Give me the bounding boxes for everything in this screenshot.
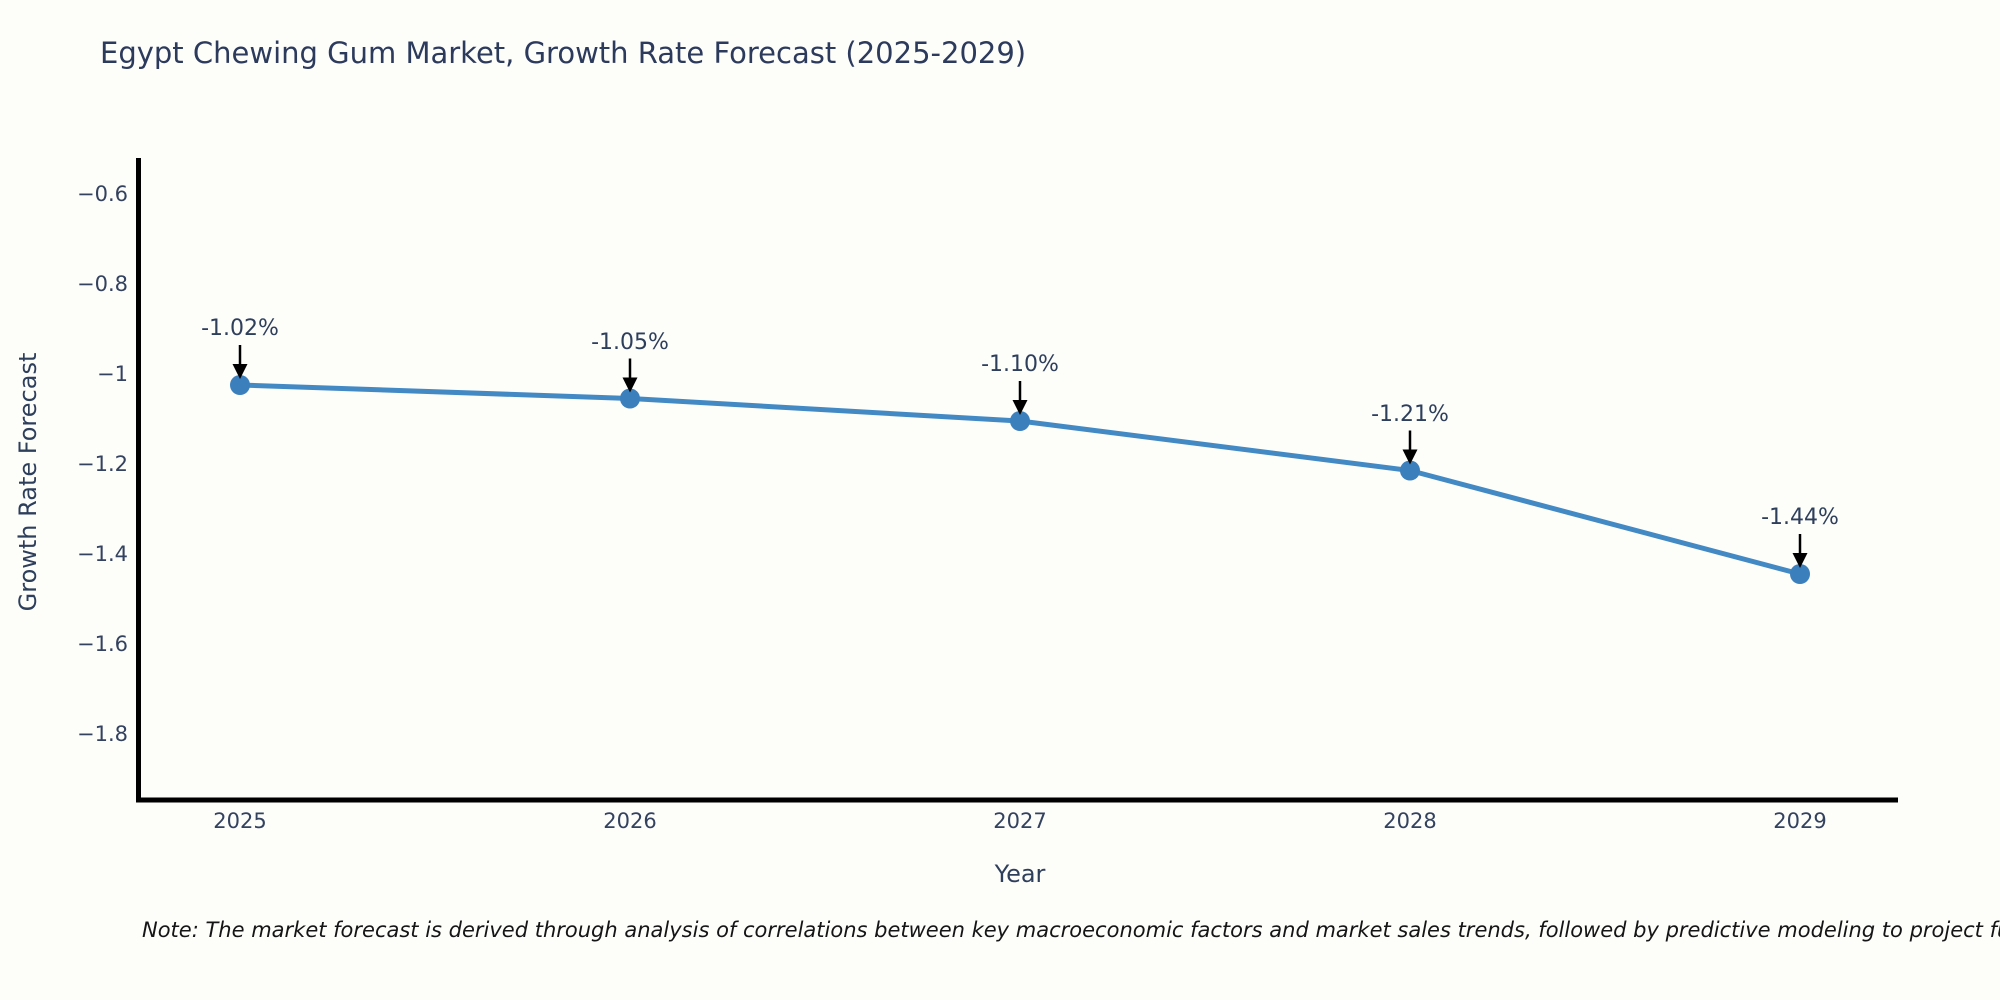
y-tick-label: −1.4: [77, 542, 128, 566]
data-point-marker: [620, 388, 640, 409]
annotation-arrow-head: [622, 377, 638, 393]
point-value-label: -1.21%: [1371, 401, 1449, 427]
annotation-arrow-head: [1792, 553, 1808, 568]
x-tick-label: 2027: [993, 809, 1047, 833]
annotation-arrow-head: [1012, 400, 1028, 415]
x-tick-label: 2028: [1383, 809, 1437, 833]
x-axis-title: Year: [994, 860, 1046, 888]
point-value-label: -1.10%: [981, 352, 1059, 377]
y-tick-label: −1.6: [77, 632, 128, 656]
data-point-marker: [1790, 564, 1810, 584]
point-value-label: -1.02%: [201, 316, 279, 341]
annotation-arrow-head: [1402, 449, 1418, 465]
x-tick-label: 2025: [213, 809, 267, 833]
x-tick-label: 2029: [1773, 809, 1827, 833]
point-value-label: -1.44%: [1761, 505, 1839, 530]
data-point-marker: [1400, 460, 1420, 481]
data-point-marker: [230, 375, 250, 395]
y-tick-label: −1: [97, 362, 128, 386]
point-value-label: -1.05%: [591, 329, 669, 355]
annotation-arrow-head: [232, 364, 248, 379]
x-tick-label: 2026: [603, 809, 657, 833]
chart-title: Egypt Chewing Gum Market, Growth Rate Fo…: [100, 36, 1027, 70]
y-tick-label: −1.8: [77, 722, 128, 746]
y-tick-label: −0.6: [77, 182, 128, 206]
data-point-marker: [1010, 411, 1030, 431]
y-tick-label: −0.8: [77, 272, 128, 296]
y-tick-label: −1.2: [77, 452, 128, 476]
footnote: Note: The market forecast is derived thr…: [142, 918, 2000, 942]
